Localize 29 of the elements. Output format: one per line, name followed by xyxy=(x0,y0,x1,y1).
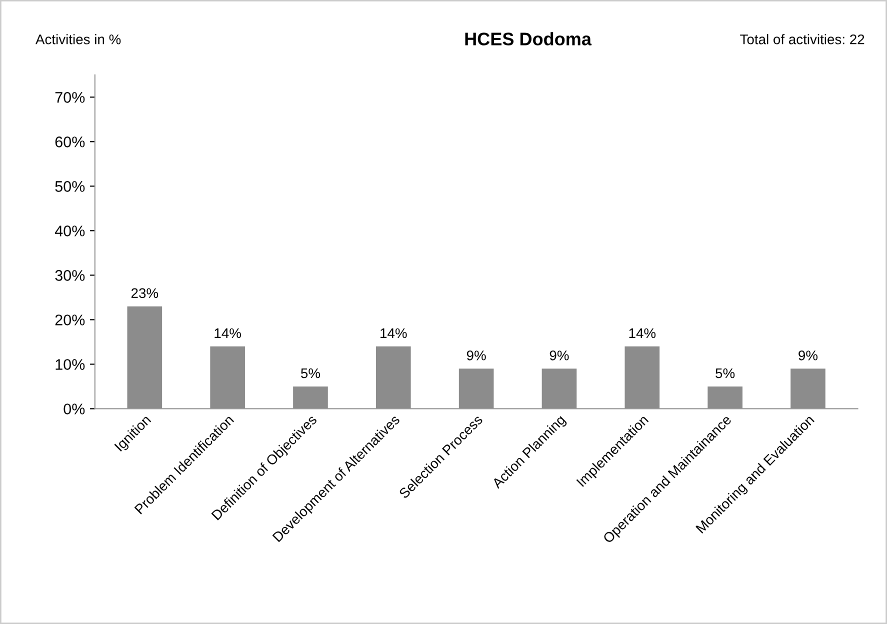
y-tick-label: 40% xyxy=(54,226,85,236)
y-tick-label: 20% xyxy=(55,314,85,326)
y-tick-label: 70% xyxy=(55,92,85,103)
data-label: 9% xyxy=(798,350,818,360)
bar xyxy=(542,368,577,409)
data-label: 9% xyxy=(466,350,486,360)
bar xyxy=(458,368,494,409)
data-label: 14% xyxy=(214,328,241,338)
bar xyxy=(210,346,245,409)
text: Total of activities: 22 xyxy=(740,34,864,44)
data-label: 5% xyxy=(301,368,320,378)
data-label: 9% xyxy=(550,350,569,360)
y-tick-label: 50% xyxy=(55,181,85,192)
bar xyxy=(127,306,162,409)
data-label: 5% xyxy=(716,368,735,378)
y-tick-label: 30% xyxy=(55,270,85,281)
data-label: 14% xyxy=(629,328,656,338)
bar xyxy=(708,386,742,409)
bar xyxy=(376,346,411,409)
data-label: 14% xyxy=(380,328,407,338)
bar xyxy=(790,368,826,409)
y-tick-label: 10% xyxy=(56,359,85,370)
y-axis-title: Activities in % xyxy=(36,34,121,44)
bar xyxy=(293,386,328,409)
data-label: 23% xyxy=(131,288,158,298)
bar xyxy=(624,346,660,409)
y-tick-label: 60% xyxy=(55,136,85,148)
chart-title: HCES Dodoma xyxy=(465,32,592,46)
y-tick-label: 0% xyxy=(64,404,85,414)
